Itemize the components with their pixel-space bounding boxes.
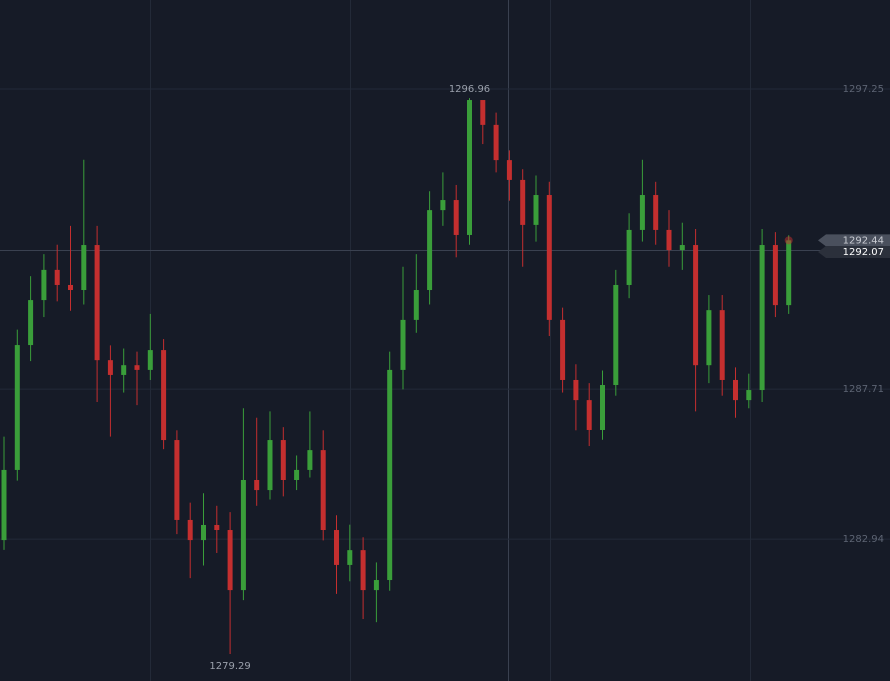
y-tick-label: 1282.94 [843,534,884,545]
candle-body [586,400,592,430]
last-price-glow [784,236,793,245]
candle-body [440,200,446,211]
candle-body [520,179,526,225]
candle-body [334,530,339,565]
candle-body [786,240,792,306]
candle-body [320,450,326,531]
price-tag [818,245,890,258]
candle-body [639,195,645,230]
candle-body [121,365,127,375]
candle-body [54,269,60,285]
candle-body [161,350,167,441]
candle-body [427,210,433,291]
candle-body [387,369,393,581]
candle-body [254,480,260,491]
candle-body [174,440,180,520]
candle-body [68,284,73,291]
candle-body [81,245,87,291]
candle-body [626,229,632,285]
candle-body [400,319,406,370]
candle-body [546,195,552,320]
candle-body [613,284,619,386]
candle-body [719,310,725,380]
candle-body [733,379,738,401]
candle-body [94,245,100,361]
candle-body [214,524,220,531]
candle-body [573,379,579,401]
candle-body [679,245,685,251]
candle-body [360,550,366,591]
candle-body [413,290,419,320]
price-tag-label: 1292.44 [843,235,884,246]
candle-body [267,440,273,491]
candle-body [600,385,605,430]
candle-body [107,360,113,375]
y-tick-label: 1287.71 [843,384,884,395]
candle-body [187,519,193,541]
candle-body [480,100,486,125]
price-tag-label: 1292.07 [843,247,884,258]
candle-body [506,160,512,180]
candle-body [653,195,659,230]
candle-body [373,580,379,591]
candle-body [493,124,499,161]
candle-body [227,530,233,591]
candle-body [746,390,752,401]
candle-body [28,300,34,346]
min-annotation: 1279.29 [209,661,250,672]
candle-body [759,245,765,391]
candle-body [134,365,140,370]
candle-body [706,310,712,366]
candle-body [294,469,300,481]
candle-body [240,480,246,591]
candle-body [560,319,566,380]
candle-body [201,524,206,541]
candle-body [280,440,286,481]
candle-body [666,229,672,251]
candle-body [693,245,699,366]
candle-body [14,345,20,470]
candle-body [772,245,778,306]
candle-body [1,469,7,541]
candle-body [147,350,153,370]
price-tag [818,234,890,247]
candle-body [41,269,47,301]
max-annotation: 1296.96 [449,84,490,95]
candle-body [453,200,459,235]
candle-body [467,100,472,235]
candle-body [533,195,539,225]
y-tick-label: 1297.25 [843,84,884,95]
candle-body [307,450,313,470]
candle-body [347,550,353,565]
